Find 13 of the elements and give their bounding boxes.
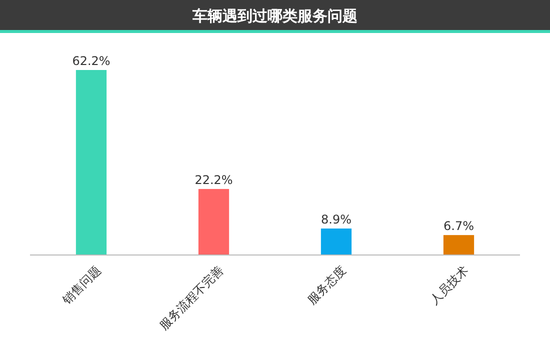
bar bbox=[443, 235, 474, 255]
data-label: 6.7% bbox=[444, 219, 474, 234]
data-label: 22.2% bbox=[194, 172, 233, 187]
x-tick-label: 服务态度 bbox=[304, 263, 349, 308]
x-tick-label: 人员技术 bbox=[427, 263, 472, 308]
x-tick-label: 销售问题 bbox=[59, 263, 104, 308]
bar bbox=[76, 70, 107, 255]
data-label: 62.2% bbox=[72, 54, 110, 68]
x-tick-label: 服务流程不完善 bbox=[156, 263, 226, 333]
bar bbox=[320, 228, 352, 255]
bar bbox=[198, 188, 230, 255]
chart-title: 车辆遇到过哪类服务问题 bbox=[192, 7, 358, 25]
data-label: 8.9% bbox=[321, 212, 352, 227]
